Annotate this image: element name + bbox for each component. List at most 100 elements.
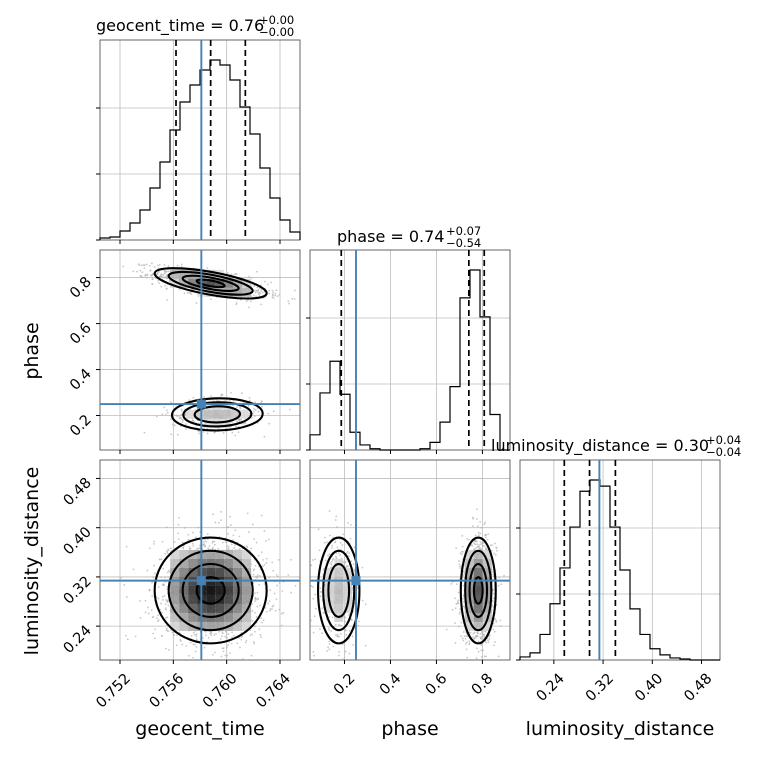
- sample-point: [456, 583, 458, 586]
- sample-point: [313, 615, 316, 618]
- sample-point: [482, 649, 484, 652]
- sample-point: [151, 581, 153, 584]
- sample-point: [312, 651, 315, 653]
- sample-point: [312, 586, 314, 588]
- sample-point: [336, 635, 339, 638]
- sample-point: [275, 574, 278, 576]
- sample-point: [460, 621, 463, 624]
- sample-point: [139, 600, 141, 602]
- sample-point: [176, 415, 179, 418]
- sample-point: [466, 659, 468, 660]
- sample-point: [483, 635, 486, 638]
- density-cell: [215, 621, 225, 631]
- sample-point: [469, 631, 472, 634]
- sample-point: [461, 637, 464, 640]
- sample-point: [166, 411, 169, 414]
- sample-point: [476, 508, 478, 511]
- sample-point: [160, 576, 162, 579]
- sample-point: [278, 608, 281, 611]
- sample-point: [139, 269, 142, 272]
- sample-point: [458, 563, 461, 566]
- xlabel-luminosity-distance: luminosity_distance: [526, 718, 715, 740]
- density-cell: [212, 409, 222, 419]
- sample-point: [459, 611, 461, 614]
- density-layer: [307, 508, 508, 675]
- sample-point: [150, 262, 153, 265]
- truth-marker: [196, 399, 206, 409]
- sample-point: [461, 550, 464, 553]
- sample-point: [474, 543, 477, 546]
- sample-point: [236, 406, 238, 409]
- contour-level-1: [181, 562, 240, 618]
- sample-point: [462, 631, 465, 633]
- sample-point: [210, 632, 213, 635]
- sample-point: [145, 276, 148, 279]
- sample-point: [217, 521, 220, 524]
- sample-point: [256, 605, 259, 608]
- sample-point: [191, 419, 194, 422]
- sample-point: [455, 547, 458, 549]
- sample-point: [167, 270, 170, 273]
- sample-point: [167, 576, 170, 578]
- sample-point: [260, 400, 263, 403]
- sample-point: [314, 558, 317, 561]
- sample-point: [343, 564, 346, 566]
- sample-point: [163, 406, 166, 409]
- sample-point: [194, 650, 197, 653]
- sample-point: [166, 571, 169, 574]
- density-cell: [170, 567, 180, 577]
- sample-point: [275, 289, 278, 292]
- sample-point: [167, 265, 170, 267]
- sample-point: [261, 565, 264, 568]
- sample-point: [152, 576, 155, 579]
- sample-point: [159, 608, 162, 611]
- sample-point: [334, 673, 336, 675]
- sample-point: [143, 431, 146, 434]
- density-cell: [188, 585, 198, 595]
- sample-point: [236, 642, 239, 645]
- sample-point: [269, 609, 271, 612]
- sample-point: [141, 275, 143, 278]
- sample-point: [471, 525, 474, 528]
- sample-point: [220, 510, 223, 513]
- density-cell: [179, 621, 189, 631]
- sample-point: [257, 554, 260, 557]
- sample-point: [192, 643, 195, 646]
- sample-point: [213, 633, 216, 636]
- sample-point: [164, 284, 166, 287]
- sample-point: [293, 289, 296, 292]
- sample-point: [222, 650, 225, 653]
- sample-point: [258, 583, 261, 586]
- sample-point: [334, 519, 337, 521]
- sample-point: [211, 548, 214, 550]
- sample-point: [123, 583, 126, 586]
- sample-point: [232, 634, 235, 637]
- sample-point: [147, 612, 150, 615]
- ylabel-phase: phase: [21, 322, 43, 379]
- sample-point: [204, 538, 206, 541]
- sample-point: [152, 542, 155, 545]
- sample-point: [287, 574, 290, 576]
- sample-point: [336, 546, 339, 549]
- density-cell: [170, 612, 180, 622]
- sample-point: [260, 290, 263, 292]
- sample-point: [224, 630, 227, 633]
- sample-point: [189, 291, 192, 294]
- sample-point: [493, 552, 495, 555]
- density-cell: [170, 585, 180, 595]
- sample-point: [348, 555, 350, 557]
- histogram-geocent_time: [99, 59, 301, 240]
- sample-point: [162, 583, 165, 586]
- sample-point: [132, 270, 135, 273]
- sample-point: [164, 276, 166, 279]
- sample-point: [160, 273, 163, 276]
- sample-point: [342, 533, 345, 536]
- sample-point: [165, 409, 168, 412]
- sample-point: [344, 628, 347, 631]
- sample-point: [314, 607, 317, 610]
- sample-point: [307, 557, 309, 559]
- contour-level-3: [153, 267, 268, 300]
- sample-point: [188, 399, 191, 402]
- sample-point: [331, 547, 333, 549]
- sample-point: [239, 646, 241, 649]
